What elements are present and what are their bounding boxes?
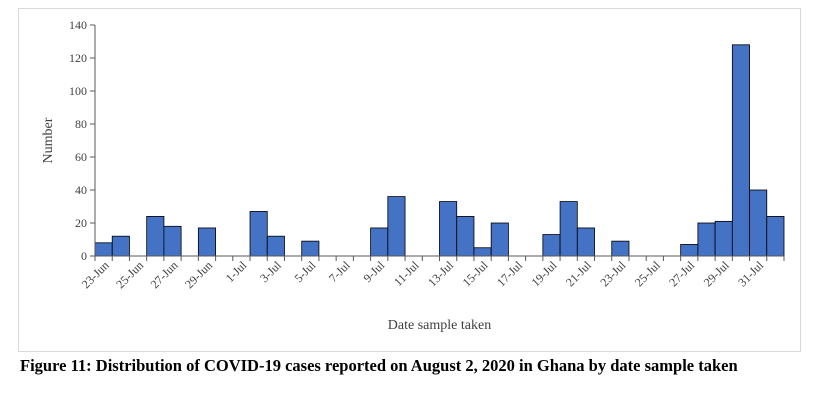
bar-24-Jun [111, 235, 130, 257]
y-tick-label: 140 [69, 18, 87, 32]
bar-29-Jul [714, 220, 733, 257]
bar-28-Jul [697, 222, 716, 257]
bar-2-Jul [249, 211, 268, 257]
x-tick-label: 5-Jul [292, 258, 319, 285]
bar-27-Jun [163, 225, 182, 257]
bar-10-Jul [387, 196, 406, 257]
x-tick-label: 29-Jun [182, 258, 215, 291]
x-tick-label: 23-Jul [597, 258, 629, 290]
y-tick-label: 0 [81, 249, 87, 263]
bar-1-Aug [766, 215, 785, 257]
bar-23-Jul [611, 240, 630, 257]
x-tick-label: 1-Jul [223, 258, 250, 285]
x-tick-label: 31-Jul [735, 258, 767, 290]
x-tick-label: 13-Jul [425, 258, 457, 290]
bar-21-Jul [576, 227, 595, 257]
bar-29-Jun [197, 227, 216, 257]
x-tick-label: 15-Jul [460, 258, 492, 290]
y-tick-label: 100 [69, 84, 87, 98]
bar-15-Jul [473, 247, 492, 257]
chart-frame: 0 20 40 60 80 100 120 140 23-Jun 25-Jun 27-Jun 29-J… [18, 8, 801, 352]
bar-16-Jul [490, 222, 509, 257]
bar-20-Jul [559, 201, 578, 257]
y-tick-label: 80 [75, 117, 87, 131]
bar-19-Jul [542, 234, 561, 257]
x-tick-label: 25-Jul [632, 258, 664, 290]
x-tick-label: 19-Jul [528, 258, 560, 290]
x-tick-label: 29-Jul [701, 258, 733, 290]
bar-30-Jul [731, 44, 750, 257]
y-tick-label: 20 [75, 216, 87, 230]
y-tick-label: 120 [69, 51, 87, 65]
bar-5-Jul [301, 240, 320, 257]
figure-caption: Figure 11: Distribution of COVID-19 case… [20, 356, 738, 375]
y-axis-title: Number [41, 117, 56, 163]
y-tick-label: 40 [75, 183, 87, 197]
bar-27-Jul [680, 244, 699, 257]
bar-31-Jul [749, 189, 768, 257]
x-tick-label: 9-Jul [360, 258, 387, 285]
x-axis-title: Date sample taken [388, 318, 491, 333]
bar-23-Jun [94, 242, 113, 257]
x-tick-label: 27-Jun [148, 258, 181, 291]
x-tick-label: 3-Jul [257, 258, 284, 285]
x-tick-label: 21-Jul [563, 258, 595, 290]
bar-13-Jul [439, 201, 458, 257]
x-tick-label: 23-Jun [79, 258, 112, 291]
bar-26-Jun [146, 215, 165, 257]
x-tick-label: 25-Jun [113, 258, 146, 291]
bar-14-Jul [456, 215, 475, 257]
x-tick-label: 27-Jul [666, 258, 698, 290]
y-tick-label: 60 [75, 150, 87, 164]
x-tick-label: 7-Jul [326, 258, 353, 285]
x-tick-label: 11-Jul [391, 258, 422, 289]
bar-3-Jul [266, 235, 285, 257]
bar-9-Jul [370, 227, 389, 257]
x-tick-label: 17-Jul [494, 258, 526, 290]
